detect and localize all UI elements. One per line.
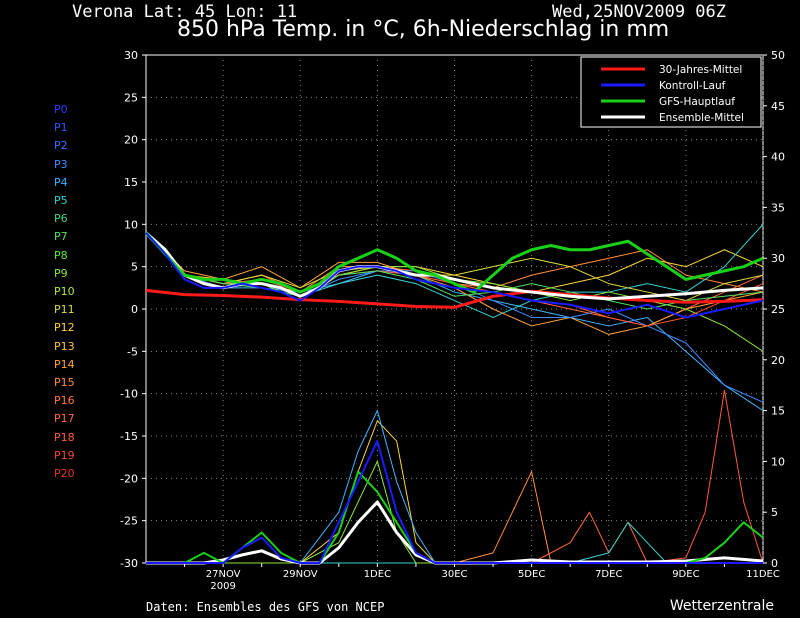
temperature-line-30-jahres-mittel bbox=[145, 288, 764, 309]
y-right-tick-label: 50 bbox=[771, 49, 785, 62]
y-left-tick-label: -20 bbox=[120, 472, 138, 485]
y-right-tick-label: 40 bbox=[771, 151, 785, 164]
member-label-p11: P11 bbox=[54, 303, 75, 317]
member-label-p12: P12 bbox=[54, 321, 75, 335]
y-left-tick-label: 10 bbox=[124, 218, 138, 231]
member-label-p16: P16 bbox=[54, 394, 75, 408]
y-left-tick-label: 5 bbox=[131, 261, 138, 274]
y-right-tick-label: 15 bbox=[771, 405, 785, 418]
precipitation-line-kontroll-lauf bbox=[146, 440, 763, 564]
x-tick-label: 29NOV bbox=[283, 569, 318, 580]
member-label-p5: P5 bbox=[54, 194, 68, 208]
y-left-tick-label: 25 bbox=[124, 91, 138, 104]
y-right-tick-label: 35 bbox=[771, 201, 785, 214]
x-tick-sublabel: 2009 bbox=[210, 581, 235, 592]
data-source-label: Daten: Ensembles des GFS von NCEP bbox=[146, 600, 385, 614]
member-label-p17: P17 bbox=[54, 412, 75, 426]
y-right-tick-label: 5 bbox=[771, 506, 778, 519]
y-left-tick-label: -5 bbox=[127, 345, 138, 358]
y-left-tick-label: 30 bbox=[124, 49, 138, 62]
member-label-p2: P2 bbox=[54, 139, 68, 153]
x-tick-label: 5DEC bbox=[518, 569, 545, 580]
x-tick-label: 11DEC bbox=[746, 569, 780, 580]
member-label-p0: P0 bbox=[54, 103, 68, 116]
y-right-tick-label: 10 bbox=[771, 455, 785, 468]
y-right-tick-label: 20 bbox=[771, 354, 785, 367]
x-tick-label: 1DEC bbox=[364, 569, 391, 580]
x-tick-label: 9DEC bbox=[672, 569, 699, 580]
precipitation-member-line bbox=[146, 389, 764, 564]
y-left-tick-label: 15 bbox=[124, 176, 138, 189]
legend-entry-label: Ensemble-Mittel bbox=[659, 112, 744, 124]
member-label-p8: P8 bbox=[54, 248, 68, 262]
member-label-p6: P6 bbox=[54, 212, 68, 226]
member-label-p1: P1 bbox=[54, 121, 68, 135]
chart-title: 850 hPa Temp. in °C, 6h-Niederschlag in … bbox=[177, 17, 670, 42]
y-right-tick-label: 30 bbox=[771, 252, 785, 265]
y-left-tick-label: -30 bbox=[120, 557, 138, 570]
location-label: Verona Lat: 45 Lon: 11 bbox=[72, 2, 298, 22]
y-left-tick-label: 0 bbox=[131, 303, 138, 316]
y-left-tick-label: -25 bbox=[120, 515, 138, 528]
y-right-tick-label: 0 bbox=[771, 557, 778, 570]
x-tick-label: 27NOV bbox=[206, 569, 241, 580]
x-tick-label: 30EC bbox=[441, 569, 467, 580]
temperature-member-line bbox=[145, 232, 764, 310]
plot-frame bbox=[145, 54, 764, 564]
legend-entry-label: Kontroll-Lauf bbox=[659, 80, 726, 92]
member-label-p20: P20 bbox=[54, 467, 75, 481]
y-right-tick-label: 25 bbox=[771, 303, 785, 316]
brand-label: Wetterzentrale bbox=[669, 598, 774, 614]
member-label-p3: P3 bbox=[54, 157, 68, 171]
y-right-tick-label: 45 bbox=[771, 100, 785, 113]
x-tick-label: 7DEC bbox=[595, 569, 622, 580]
legend-entry-label: 30-Jahres-Mittel bbox=[659, 64, 742, 76]
temperature-line-gfs-hauptlauf bbox=[144, 231, 764, 294]
member-label-p19: P19 bbox=[54, 448, 75, 462]
member-label-p7: P7 bbox=[54, 230, 68, 244]
temperature-member-line bbox=[145, 232, 764, 412]
y-left-tick-label: -15 bbox=[120, 430, 138, 443]
member-legend: P0 P1 P2 P3 P4 P5 P6 P7 P8 P9 P10 P11 P12 P13 P14 P15 P1… bbox=[54, 101, 75, 483]
run-date-label: Wed,25NOV2009 06Z bbox=[552, 2, 726, 22]
member-label-p18: P18 bbox=[54, 430, 75, 444]
member-label-p13: P13 bbox=[54, 339, 75, 353]
y-left-tick-label: -10 bbox=[120, 388, 138, 401]
member-label-p10: P10 bbox=[54, 285, 75, 299]
member-label-p4: P4 bbox=[54, 175, 68, 189]
legend-entry-label: GFS-Hauptlauf bbox=[659, 96, 735, 108]
member-label-p9: P9 bbox=[54, 266, 68, 280]
precipitation-member-line bbox=[146, 420, 763, 564]
precipitation-line-ensemble-mittel bbox=[146, 500, 764, 565]
member-label-p14: P14 bbox=[54, 357, 75, 371]
y-left-tick-label: 20 bbox=[124, 134, 138, 147]
member-label-p15: P15 bbox=[54, 376, 75, 390]
precipitation-member-line bbox=[146, 460, 763, 564]
temperature-member-line bbox=[145, 232, 764, 403]
temperature-line-kontroll-lauf bbox=[145, 232, 764, 319]
